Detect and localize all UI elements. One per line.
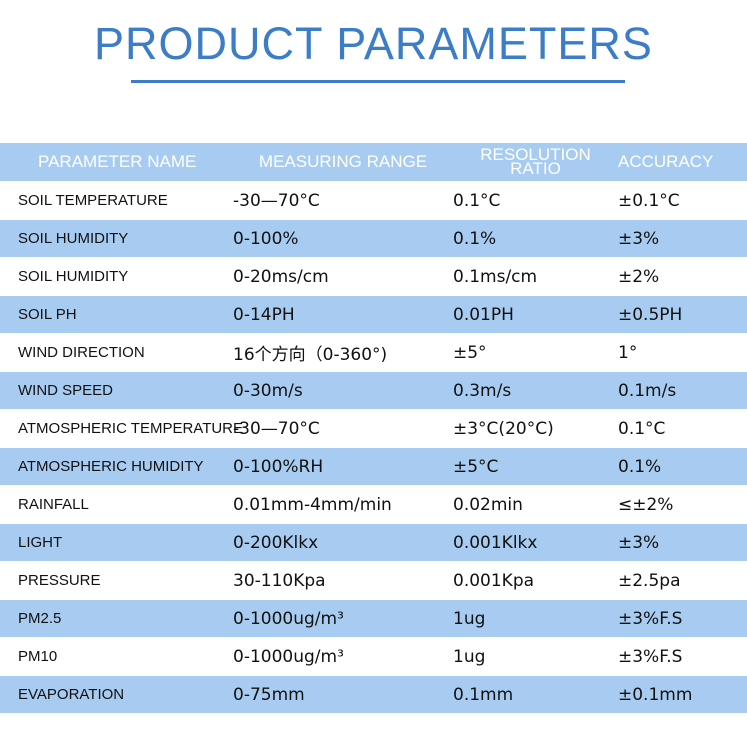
table-cell: ±3%F.S <box>618 608 683 629</box>
table-cell: PRESSURE <box>18 572 101 589</box>
table-cell: EVAPORATION <box>18 686 125 703</box>
table-cell: 0.01mm-4mm/min <box>233 494 392 515</box>
table-cell: ±0.5PH <box>618 304 683 325</box>
table-row: LIGHT 0-200Klkx 0.001Klkx ±3% <box>0 523 747 562</box>
table-cell: 0.1°C <box>453 190 501 211</box>
table-cell: RAINFALL <box>18 496 89 513</box>
table-cell: -30—70°C <box>233 418 320 439</box>
table-cell: PM2.5 <box>18 610 62 627</box>
table-cell: 0.001Kpa <box>453 570 535 591</box>
table-cell: 0-14PH <box>233 304 295 325</box>
column-header: PARAMETER NAME <box>38 152 197 171</box>
table-cell: 0.1% <box>453 228 497 249</box>
table-cell: 0-100% <box>233 228 299 249</box>
table-cell: ATMOSPHERIC TEMPERATURE <box>18 420 244 437</box>
table-row: PM2.5 0-1000ug/m³ 1ug ±3%F.S <box>0 599 747 638</box>
table-row: SOIL PH 0-14PH 0.01PH ±0.5PH <box>0 295 747 334</box>
table-cell: 0-20ms/cm <box>233 266 329 287</box>
table-cell: ±0.1mm <box>618 684 693 705</box>
table-cell: 0.1mm <box>453 684 514 705</box>
table-row: ATMOSPHERIC HUMIDITY 0-100%RH ±5°C 0.1% <box>0 447 747 486</box>
table-cell: 0-1000ug/m³ <box>233 608 344 629</box>
table-cell: -30—70°C <box>233 190 320 211</box>
table-cell: 0-30m/s <box>233 380 303 401</box>
table-cell: LIGHT <box>18 534 63 551</box>
table-row: PM10 0-1000ug/m³ 1ug ±3%F.S <box>0 638 747 676</box>
table-cell: 1ug <box>453 608 486 629</box>
table-cell: ±2% <box>618 266 660 287</box>
table-cell: ±3% <box>618 228 660 249</box>
table-row: SOIL HUMIDITY 0-100% 0.1% ±3% <box>0 219 747 258</box>
table-cell: 0.1m/s <box>618 380 677 401</box>
table-cell: 0.1°C <box>618 418 666 439</box>
table-row: SOIL HUMIDITY 0-20ms/cm 0.1ms/cm ±2% <box>0 258 747 296</box>
table-cell: 0-200Klkx <box>233 532 319 553</box>
table-row: WIND SPEED 0-30m/s 0.3m/s 0.1m/s <box>0 371 747 410</box>
table-cell: SOIL TEMPERATURE <box>18 192 168 209</box>
table-row: PRESSURE 30-110Kpa 0.001Kpa ±2.5pa <box>0 562 747 600</box>
table-body: SOIL TEMPERATURE -30—70°C 0.1°C ±0.1°C SOIL … <box>0 182 747 714</box>
table-cell: WIND SPEED <box>18 382 114 399</box>
table-cell: ±3% <box>618 532 660 553</box>
parameter-table: PARAMETER NAME MEASURING RANGE RESOLUTION … <box>0 143 747 714</box>
table-row: EVAPORATION 0-75mm 0.1mm ±0.1mm <box>0 675 747 714</box>
table-cell: SOIL HUMIDITY <box>18 230 129 247</box>
table-cell: ±3%F.S <box>618 646 683 667</box>
table-cell: ±3°C(20°C) <box>453 418 554 439</box>
table-cell: PM10 <box>18 648 58 665</box>
table-cell: ATMOSPHERIC HUMIDITY <box>18 458 204 475</box>
table-cell: SOIL HUMIDITY <box>18 268 129 285</box>
column-header: MEASURING RANGE <box>258 152 428 171</box>
table-cell: ≤±2% <box>618 494 674 515</box>
table-cell: WIND DIRECTION <box>18 344 145 361</box>
table-cell: 1° <box>618 342 638 363</box>
table-cell: 1ug <box>453 646 486 667</box>
table-cell: 30-110Kpa <box>233 570 326 591</box>
table-cell: 0.02min <box>453 494 523 515</box>
table-cell: 0.1% <box>618 456 662 477</box>
table-cell: ±2.5pa <box>618 570 681 591</box>
table-row: SOIL TEMPERATURE -30—70°C 0.1°C ±0.1°C <box>0 182 747 220</box>
table-cell: ±5° <box>453 342 487 363</box>
table-cell: 0.001Klkx <box>453 532 538 553</box>
table-cell: 16个方向（0-360°) <box>233 345 388 365</box>
table-cell: ±5°C <box>453 456 499 477</box>
table-cell: 0.01PH <box>453 304 514 325</box>
table-row: RAINFALL 0.01mm-4mm/min 0.02min ≤±2% <box>0 486 747 524</box>
table-row: WIND DIRECTION 16个方向（0-360°) ±5° 1° <box>0 334 747 372</box>
table-cell: 0.3m/s <box>453 380 512 401</box>
title-underline <box>131 80 625 83</box>
column-header: RESOLUTION RATIO <box>480 145 591 178</box>
table-row: ATMOSPHERIC TEMPERATURE -30—70°C ±3°C(20°C… <box>0 410 747 448</box>
page-title: PRODUCT PARAMETERS <box>94 18 653 69</box>
table-cell: 0-1000ug/m³ <box>233 646 344 667</box>
table-cell: 0-75mm <box>233 684 305 705</box>
table-cell: 0.1ms/cm <box>453 266 538 287</box>
table-cell: 0-100%RH <box>233 456 324 477</box>
header-row: PARAMETER NAME MEASURING RANGE RESOLUTION … <box>0 143 747 182</box>
table-cell: SOIL PH <box>18 306 77 323</box>
column-header: ACCURACY <box>618 152 714 171</box>
table-cell: ±0.1°C <box>618 190 680 211</box>
